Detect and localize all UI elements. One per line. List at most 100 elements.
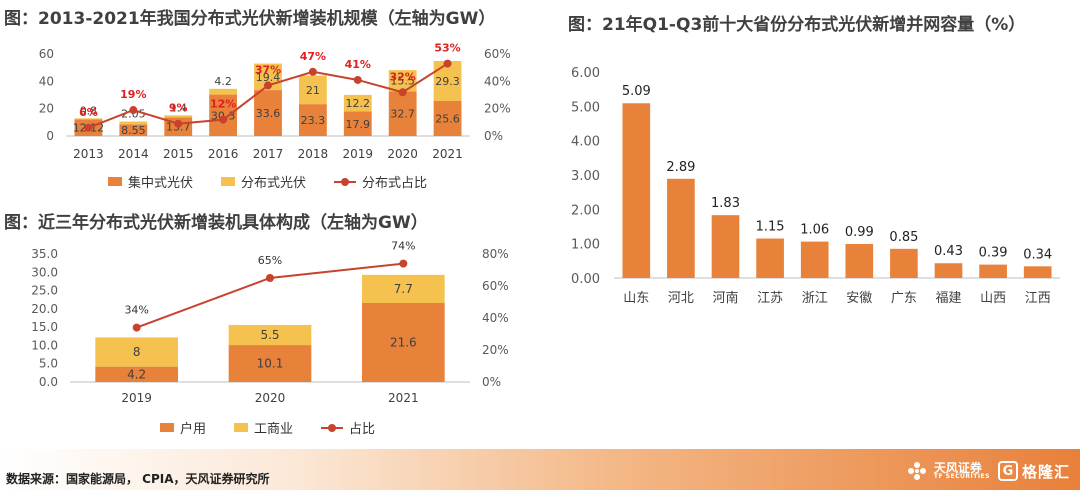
- x-tick-label: 2020: [255, 391, 286, 405]
- x-tick-label: 河北: [668, 291, 694, 306]
- bar: [934, 263, 963, 278]
- data-label-yellow: 5.5: [260, 328, 279, 342]
- bar-segment-orange: [209, 94, 238, 136]
- data-label-orange: 25.6: [435, 113, 460, 126]
- data-label-orange: 33.6: [256, 107, 281, 120]
- line-data-label: 74%: [391, 240, 415, 253]
- line-data-label: 37%: [255, 63, 281, 76]
- line-point: [398, 88, 407, 97]
- bar-segment-yellow: [388, 70, 417, 92]
- legend-item: 占比: [321, 418, 375, 437]
- x-tick-label: 2021: [388, 391, 419, 405]
- bar: [711, 215, 740, 278]
- y-left-tick-label: 15.0: [31, 320, 58, 334]
- bar-segment-orange: [388, 91, 417, 136]
- line-data-label: 6%: [79, 106, 98, 119]
- bar: [756, 238, 784, 278]
- y-tick-label: 4.00: [571, 135, 600, 150]
- x-tick-label: 2017: [253, 147, 284, 161]
- y-tick-label: 6.00: [571, 66, 600, 81]
- bar-segment-yellow: [343, 94, 372, 112]
- bar-segment-yellow: [164, 115, 193, 118]
- bar-segment-yellow: [228, 324, 312, 346]
- legend-swatch-yellow: [234, 423, 249, 432]
- legend-swatch-orange: [160, 423, 174, 432]
- legend-item: 分布式占比: [334, 172, 427, 191]
- y-left-tick-label: 60: [39, 47, 54, 61]
- x-tick-label: 2019: [121, 391, 152, 405]
- data-label: 1.06: [800, 223, 829, 238]
- bar-segment-orange: [362, 303, 445, 382]
- data-label: 5.09: [622, 84, 651, 99]
- bar-segment-yellow: [95, 337, 178, 367]
- legend-label: 占比: [349, 422, 376, 437]
- bar-segment-orange: [95, 366, 178, 382]
- y-tick-label: 1.00: [571, 238, 600, 253]
- legend-swatch-orange: [108, 177, 122, 186]
- x-tick-label: 2016: [208, 147, 239, 161]
- x-tick-label: 2019: [343, 147, 374, 161]
- brand-en: TF SECURITIES: [933, 473, 990, 480]
- y-tick-label: 5.00: [571, 100, 600, 115]
- y-left-tick-label: 0: [46, 129, 54, 143]
- source-note: 数据来源：国家能源局， CPIA，天风证券研究所: [6, 472, 270, 486]
- data-label-yellow: 15.5: [390, 75, 415, 88]
- x-tick-label: 2014: [118, 147, 149, 161]
- line-data-label: 19%: [120, 88, 146, 101]
- bar: [890, 248, 918, 278]
- legend-swatch-yellow: [221, 177, 236, 186]
- data-label-orange: 4.2: [127, 367, 146, 381]
- data-label: 0.43: [934, 244, 963, 259]
- line-point: [132, 323, 141, 332]
- chart1-title: 图：2013-2021年我国分布式光伏新增装机规模（左轴为GW）: [4, 9, 496, 29]
- bar-segment-yellow: [362, 274, 445, 304]
- brand-name: 天风证券: [933, 461, 982, 475]
- x-tick-label: 山东: [623, 291, 649, 306]
- bar-segment-orange: [298, 104, 327, 136]
- y-right-tick-label: 20%: [484, 102, 511, 116]
- bar-segment-orange: [119, 124, 148, 136]
- y-right-tick-label: 20%: [482, 343, 509, 357]
- bar-segment-yellow: [433, 60, 462, 102]
- legend-label: 工商业: [254, 422, 294, 437]
- x-tick-label: 2018: [298, 147, 329, 161]
- bar: [800, 241, 829, 278]
- chart1-plot: 02040600%20%40%60%201312.120.820148.552.…: [39, 42, 511, 161]
- bar-segment-orange: [343, 111, 372, 136]
- bar-segment-orange: [228, 345, 312, 382]
- x-tick-label: 2015: [163, 147, 194, 161]
- bar: [979, 264, 1007, 278]
- bar-segment-yellow: [298, 75, 327, 105]
- data-label-orange: 10.1: [257, 357, 284, 371]
- bar-segment-orange: [254, 90, 282, 136]
- data-label: 0.39: [979, 246, 1008, 261]
- data-label-orange: 21.6: [390, 336, 417, 350]
- data-label-orange: 8.55: [121, 124, 146, 137]
- data-label-yellow: 0.8: [80, 104, 98, 117]
- tf-logo-icon: [907, 462, 926, 480]
- data-label-yellow: 12.2: [346, 97, 371, 110]
- line-data-label: 32%: [389, 70, 415, 83]
- y-right-tick-label: 80%: [482, 247, 509, 261]
- line-point: [264, 81, 272, 90]
- line-data-label: 9%: [169, 102, 188, 115]
- x-tick-label: 2021: [432, 147, 463, 161]
- legend-swatch-line: [334, 177, 357, 187]
- legend-item: 集中式光伏: [108, 172, 193, 191]
- y-left-tick-label: 20: [39, 102, 54, 116]
- brand: 天风证券 TF SECURITIES G 格隆汇: [904, 458, 1070, 484]
- bar: [667, 178, 695, 278]
- y-left-tick-label: 25.0: [31, 284, 58, 298]
- y-left-tick-label: 20.0: [31, 302, 58, 316]
- legend-item: 工商业: [234, 418, 293, 437]
- bar-segment-yellow: [209, 88, 238, 95]
- legend-swatch-line: [321, 423, 344, 433]
- y-right-tick-label: 40%: [484, 74, 511, 88]
- chart2-title: 图：近三年分布式光伏新增装机具体构成（左轴为GW）: [4, 213, 428, 233]
- data-label: 0.99: [845, 225, 874, 240]
- line-point: [84, 123, 93, 132]
- x-tick-label: 江苏: [757, 290, 783, 306]
- line-point: [353, 75, 362, 84]
- y-right-tick-label: 40%: [482, 311, 509, 325]
- data-label-yellow: 21: [306, 84, 320, 97]
